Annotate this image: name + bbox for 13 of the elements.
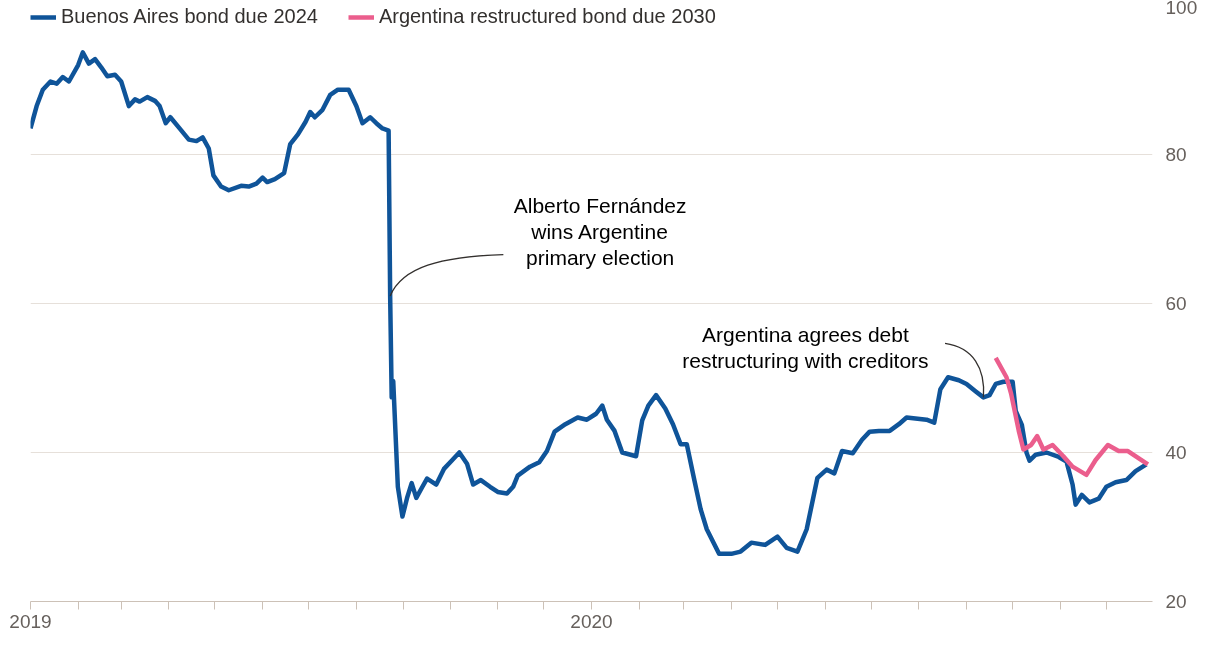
annotation: Argentina agrees debt restructuring with creditors — [682, 322, 929, 372]
line-series — [30, 50, 1149, 557]
y-tick-label: 20 — [1165, 591, 1187, 612]
y-tick-label: 100 — [1165, 0, 1198, 18]
line-series — [993, 355, 1151, 478]
y-tick-label: 60 — [1165, 293, 1187, 314]
legend-label: Buenos Aires bond due 2024 — [61, 5, 318, 28]
legend-label: Argentina restructured bond due 2030 — [378, 5, 716, 28]
y-tick-label: 80 — [1165, 144, 1187, 165]
x-tick-label: 2019 — [9, 610, 52, 632]
x-tick-label: 2020 — [570, 610, 613, 632]
annotation: Alberto Fernández wins Argentine primary election — [513, 193, 687, 269]
y-tick-label: 40 — [1165, 442, 1187, 463]
